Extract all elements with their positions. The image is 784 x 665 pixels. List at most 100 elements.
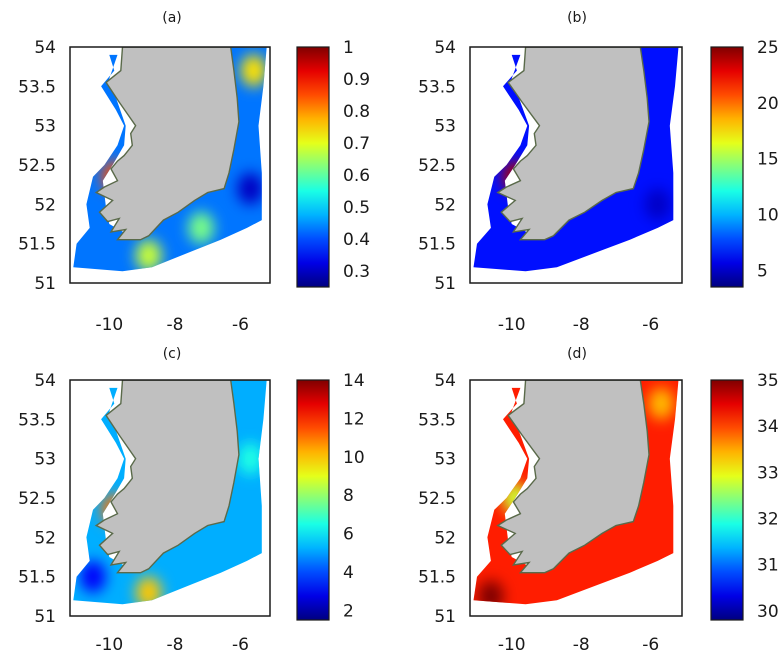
field-patch — [237, 172, 264, 205]
sea-field — [473, 47, 679, 272]
colorbar-tick-label: 0.3 — [343, 262, 370, 282]
sea-field — [473, 380, 679, 605]
colorbar — [296, 379, 330, 621]
x-tick-label: -8 — [573, 315, 590, 335]
panel-title: (c) — [163, 346, 182, 362]
colorbar-tick-label: 5 — [757, 261, 768, 281]
y-tick-label: 53.5 — [18, 77, 56, 97]
y-tick-label: 51.5 — [18, 235, 56, 255]
field-patch — [644, 188, 671, 221]
x-tick-label: -6 — [642, 635, 659, 655]
map-area — [473, 47, 682, 272]
y-tick-label: 51 — [34, 607, 56, 627]
map-area — [73, 380, 270, 605]
field-patch — [648, 387, 675, 420]
panel-title: (d) — [567, 346, 587, 362]
y-tick-label: 52 — [34, 195, 56, 215]
field-patch — [188, 211, 215, 244]
field-patch — [237, 442, 264, 475]
colorbar-tick-label: 34 — [757, 417, 779, 437]
y-tick-label: 51.5 — [18, 568, 56, 588]
y-tick-label: 52 — [434, 528, 456, 548]
y-tick-label: 54 — [434, 371, 456, 391]
x-tick-label: -10 — [498, 635, 526, 655]
y-tick-label: 53.5 — [18, 410, 56, 430]
y-tick-label: 53 — [34, 450, 56, 470]
landmass — [94, 380, 270, 574]
y-tick-label: 52 — [34, 528, 56, 548]
y-tick-label: 52.5 — [418, 156, 456, 176]
colorbar-tick-label: 2 — [343, 601, 354, 621]
map-frame — [69, 379, 271, 617]
map-frame — [469, 46, 683, 284]
field-patch — [240, 54, 267, 87]
landmass — [496, 47, 682, 241]
colorbar-tick-label: 14 — [343, 371, 365, 391]
x-tick-label: -8 — [573, 635, 590, 655]
panel-b: 51 51.5 52 52.5 53 53.5 54 -10 -8 -6 (b) 5 10 15 20 25 — [418, 10, 779, 335]
colorbar-tick-label: 8 — [343, 486, 354, 506]
y-tick-label: 53.5 — [418, 77, 456, 97]
colorbar-tick-label: 0.7 — [343, 134, 370, 154]
colorbar-tick-label: 32 — [757, 509, 779, 529]
colorbar — [296, 46, 330, 288]
colorbar — [710, 379, 744, 621]
x-tick-label: -6 — [642, 315, 659, 335]
y-tick-label: 52.5 — [418, 489, 456, 509]
colorbar-tick-label: 0.5 — [343, 198, 370, 218]
y-tick-label: 51 — [434, 607, 456, 627]
x-tick-label: -10 — [95, 635, 123, 655]
y-tick-label: 54 — [34, 371, 56, 391]
colorbar-tick-label: 35 — [757, 371, 779, 391]
colorbar-tick-label: 0.6 — [343, 166, 370, 186]
colorbar — [710, 46, 744, 288]
x-tick-label: -10 — [498, 315, 526, 335]
colorbar-tick-label: 6 — [343, 525, 354, 545]
panel-title: (b) — [567, 10, 587, 26]
x-tick-label: -6 — [232, 635, 249, 655]
y-tick-label: 51 — [434, 274, 456, 294]
map-frame — [469, 379, 683, 617]
colorbar-tick-label: 1 — [343, 38, 354, 58]
y-tick-label: 51 — [34, 274, 56, 294]
field-patch — [135, 239, 162, 272]
x-tick-label: -6 — [232, 315, 249, 335]
y-tick-label: 53 — [434, 117, 456, 137]
colorbar-tick-label: 0.8 — [343, 102, 370, 122]
colorbar-tick-label: 20 — [757, 94, 779, 114]
y-tick-label: 52 — [434, 195, 456, 215]
landmass — [94, 47, 270, 241]
colorbar-tick-label: 30 — [757, 602, 779, 622]
colorbar-tick-label: 12 — [343, 409, 365, 429]
panel-c: 51 51.5 52 52.5 53 53.5 54 -10 -8 -6 (c) 2 4 6 8 10 12 14 — [18, 346, 365, 655]
colorbar-tick-label: 10 — [343, 448, 365, 468]
y-tick-label: 52.5 — [18, 156, 56, 176]
x-tick-label: -8 — [166, 635, 183, 655]
y-tick-label: 52.5 — [18, 489, 56, 509]
y-tick-label: 53.5 — [418, 410, 456, 430]
sea-field — [73, 380, 267, 605]
field-patch — [79, 560, 106, 593]
map-frame — [69, 46, 271, 284]
colorbar-tick-label: 10 — [757, 205, 779, 225]
colorbar-tick-label: 15 — [757, 150, 779, 170]
colorbar-tick-label: 25 — [757, 38, 779, 58]
panel-d: 51 51.5 52 52.5 53 53.5 54 -10 -8 -6 (d) 30 31 32 33 34… — [418, 346, 779, 655]
y-tick-label: 53 — [34, 117, 56, 137]
panel-title: (a) — [162, 10, 182, 26]
colorbar-tick-label: 0.4 — [343, 230, 370, 250]
y-tick-label: 51.5 — [418, 235, 456, 255]
panel-a: 51 51.5 52 52.5 53 53.5 54 -10 -8 -6 (a) 0.3 0.4 0.5 0… — [18, 10, 370, 335]
colorbar-tick-label: 31 — [757, 556, 779, 576]
y-tick-label: 51.5 — [418, 568, 456, 588]
field-patch — [477, 580, 504, 605]
x-tick-label: -10 — [95, 315, 123, 335]
y-tick-label: 53 — [434, 450, 456, 470]
colorbar-tick-label: 33 — [757, 463, 779, 483]
colorbar-tick-label: 4 — [343, 563, 354, 583]
y-tick-label: 54 — [34, 38, 56, 58]
x-tick-label: -8 — [166, 315, 183, 335]
y-tick-label: 54 — [434, 38, 456, 58]
